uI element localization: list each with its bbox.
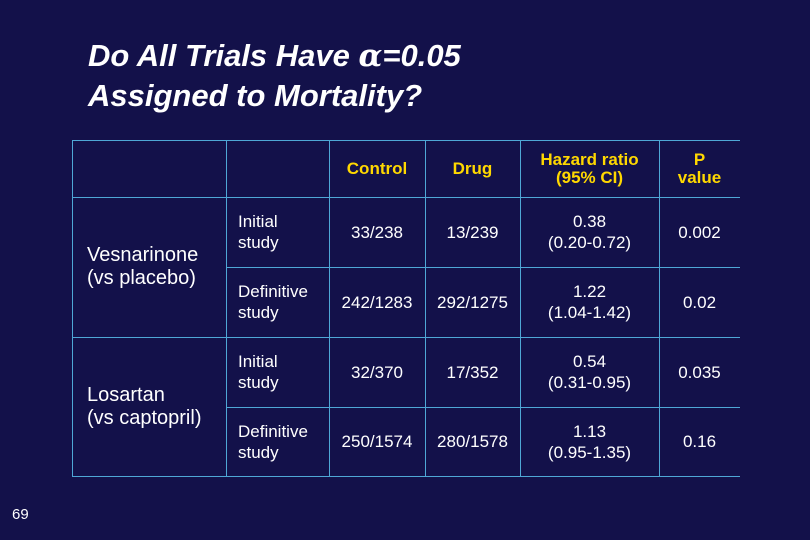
control-value: 242/1283 [341, 292, 413, 312]
header-p-line1: P [693, 149, 706, 169]
study-line1: Initial [238, 212, 278, 231]
header-hr-line1: Hazard ratio [540, 149, 639, 169]
study-label: Initial study [238, 337, 329, 407]
p-value: 0.02 [682, 292, 717, 312]
p-value: 0.16 [682, 432, 717, 451]
hr-point: 0.54 [572, 352, 607, 371]
hr-point: 1.13 [572, 421, 607, 441]
hr-point: 1.22 [572, 282, 607, 301]
col-line-4 [520, 140, 521, 477]
hazard-ratio-value: 0.54 (0.31-0.95) [520, 337, 659, 407]
drug-value: 292/1275 [437, 292, 508, 312]
header-hazard-ratio: Hazard ratio (95% CI) [520, 140, 659, 197]
col-line-2 [329, 140, 330, 477]
table-bottom-border [72, 476, 740, 477]
group-divider [72, 337, 740, 338]
drug-name-line2: (vs placebo) [87, 267, 196, 289]
col-line-0 [72, 140, 73, 477]
page-number: 69 [12, 506, 29, 523]
drug-name-line2: (vs captopril) [87, 406, 202, 429]
study-line2: study [238, 442, 279, 462]
title-line-2: Assigned to Mortality? [88, 78, 423, 113]
study-line1: Initial [238, 352, 278, 371]
drug-value: 17/352 [446, 362, 499, 382]
header-divider [72, 197, 740, 198]
col-line-5 [659, 140, 660, 477]
header-control: Control [346, 158, 408, 178]
hazard-ratio-value: 1.22 (1.04-1.42) [520, 267, 659, 337]
hr-point: 0.38 [572, 212, 607, 231]
row-divider-2 [226, 407, 740, 408]
header-p-line2: value [677, 167, 722, 187]
control-value: 32/370 [351, 362, 403, 382]
hr-ci: (0.20-0.72) [547, 233, 632, 252]
control-value: 250/1574 [341, 432, 413, 451]
drug-name-line1: Vesnarinone [87, 244, 199, 266]
slide-title: Do All Trials Have α=0.05 Assigned to Mo… [88, 36, 461, 115]
study-line1: Definitive [238, 282, 308, 301]
title-line-1: Do All Trials Have α=0.05 [88, 36, 461, 76]
drug-losartan: Losartan (vs captopril) [72, 337, 226, 476]
hazard-ratio-value: 1.13 (0.95-1.35) [520, 407, 659, 476]
study-line2: study [238, 373, 279, 392]
header-drug: Drug [452, 158, 493, 178]
drug-value: 280/1578 [437, 432, 508, 451]
study-line1: Definitive [238, 421, 308, 441]
title-text-b: =0.05 [382, 38, 461, 73]
alpha-symbol: α [358, 38, 383, 74]
col-line-1 [226, 140, 227, 477]
col-line-3 [425, 140, 426, 477]
table-top-border [72, 140, 740, 141]
drug-name-line1: Losartan [87, 383, 165, 406]
p-value: 0.035 [678, 362, 721, 382]
hr-ci: (1.04-1.42) [547, 303, 632, 322]
row-divider-1 [226, 267, 740, 268]
study-label: Initial study [238, 197, 329, 267]
p-value: 0.002 [678, 222, 721, 242]
header-hr-line2: (95% CI) [555, 167, 624, 187]
hr-ci: (0.95-1.35) [547, 442, 632, 462]
study-label: Definitive study [238, 407, 329, 476]
drug-value: 13/239 [446, 222, 499, 242]
study-line2: study [238, 233, 279, 252]
study-line2: study [238, 303, 279, 322]
drug-vesnarinone: Vesnarinone (vs placebo) [72, 197, 226, 337]
title-text-a: Do All Trials Have [88, 38, 359, 73]
control-value: 33/238 [351, 222, 403, 242]
study-label: Definitive study [238, 267, 329, 337]
hazard-ratio-value: 0.38 (0.20-0.72) [520, 197, 659, 267]
hr-ci: (0.31-0.95) [547, 373, 632, 392]
